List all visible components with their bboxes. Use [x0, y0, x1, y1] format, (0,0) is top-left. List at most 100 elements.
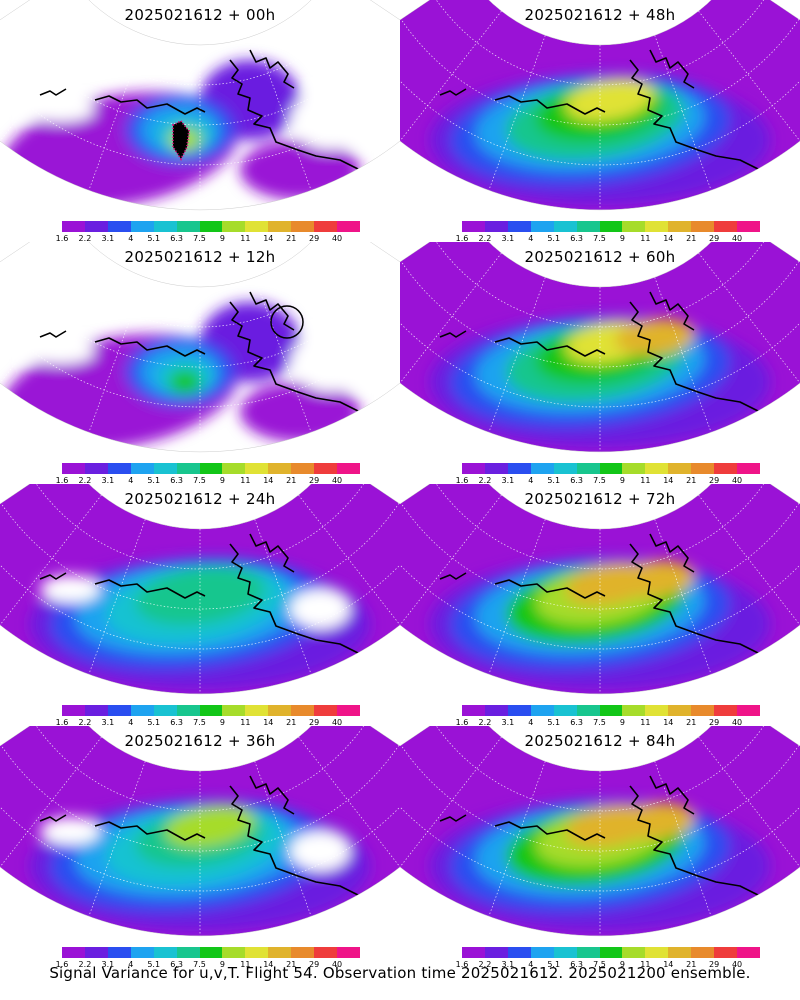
colorbar-swatch	[599, 221, 623, 232]
colorbar-swatch	[245, 705, 269, 716]
panel-title: 2025021612 + 60h	[524, 248, 676, 266]
colorbar-tick-label: 14	[263, 476, 274, 485]
colorbar-tick-label: 4	[528, 960, 534, 969]
colorbar-swatch	[130, 463, 154, 474]
colorbar	[462, 947, 760, 958]
colorbar-swatch	[576, 463, 600, 474]
colorbar-swatch	[737, 463, 760, 474]
colorbar-swatch	[645, 221, 669, 232]
colorbar-swatch	[314, 705, 338, 716]
colorbar-tick-label: 1.6	[455, 234, 469, 243]
colorbar-tick-label: 11	[640, 476, 651, 485]
colorbar-tick-label: 29	[309, 476, 320, 485]
figure-caption: Signal Variance for u,v,T. Flight 54. Ob…	[49, 964, 751, 982]
forecast-panel: 2025021612 + 72h 1.6 2.2 3.1 4 5.1 6.3 7.5 9 11 14…	[400, 484, 800, 729]
colorbar-swatch	[622, 705, 646, 716]
colorbar-tick-label: 9	[219, 718, 225, 727]
colorbar-swatch	[691, 705, 715, 716]
colorbar-swatch	[530, 947, 554, 958]
colorbar-swatch	[107, 221, 131, 232]
colorbar	[462, 705, 760, 716]
colorbar-tick-label: 21	[286, 718, 297, 727]
colorbar-tick-label: 21	[686, 476, 697, 485]
variance-map	[0, 0, 400, 211]
colorbar-tick-label: 1.6	[55, 718, 69, 727]
colorbar-tick-label: 21	[286, 476, 297, 485]
colorbar-tick-label: 21	[686, 234, 697, 243]
colorbar-swatch	[668, 705, 692, 716]
colorbar-tick-label: 9	[619, 960, 625, 969]
colorbar-swatch	[153, 947, 177, 958]
forecast-panel: 2025021612 + 84h 1.6 2.2 3.1 4 5.1 6.3 7.5 9 11 14…	[400, 726, 800, 971]
colorbar-tick-label: 7.5	[193, 234, 206, 243]
colorbar-swatch	[291, 463, 315, 474]
colorbar-tick-label: 29	[709, 960, 720, 969]
colorbar-tick-label: 6.3	[170, 234, 183, 243]
colorbar	[62, 947, 360, 958]
colorbar-tick-label: 40	[331, 718, 343, 727]
colorbar-ticks: 1.6 2.2 3.1 4 5.1 6.3 7.5 9 11 14 21 29 40	[56, 718, 360, 728]
colorbar-tick-label: 11	[240, 718, 251, 727]
colorbar-tick-label: 11	[640, 960, 651, 969]
colorbar-swatch	[84, 705, 108, 716]
colorbar	[62, 463, 360, 474]
colorbar-tick-label: 14	[663, 234, 674, 243]
colorbar-swatch	[576, 705, 600, 716]
colorbar-swatch	[530, 705, 554, 716]
colorbar-tick-label: 2.2	[478, 960, 492, 969]
colorbar-tick-label: 1.6	[55, 234, 69, 243]
colorbar-swatch	[714, 221, 738, 232]
colorbar-swatch	[62, 705, 85, 716]
colorbar-swatch	[484, 463, 508, 474]
panel-title: 2025021612 + 12h	[124, 248, 276, 266]
colorbar-tick-label: 2.2	[478, 718, 492, 727]
colorbar-swatch	[245, 221, 269, 232]
colorbar-swatch	[268, 463, 292, 474]
colorbar-swatch	[176, 463, 200, 474]
colorbar-tick-label: 3.1	[501, 718, 515, 727]
colorbar-swatch	[107, 463, 131, 474]
colorbar-tick-label: 5.1	[547, 234, 561, 243]
colorbar-tick-label: 9	[619, 476, 625, 485]
colorbar-swatch	[553, 463, 577, 474]
colorbar-tick-label: 7.5	[593, 234, 606, 243]
colorbar-tick-label: 1.6	[455, 960, 469, 969]
colorbar-tick-label: 4	[128, 960, 134, 969]
colorbar-swatch	[245, 947, 269, 958]
colorbar-swatch	[484, 947, 508, 958]
variance-map	[0, 242, 400, 453]
colorbar-tick-label: 21	[286, 960, 297, 969]
colorbar-tick-label: 21	[286, 234, 297, 243]
colorbar-tick-label: 29	[709, 476, 720, 485]
colorbar-swatch	[714, 947, 738, 958]
colorbar-tick-label: 14	[663, 960, 674, 969]
variance-map	[400, 242, 800, 453]
colorbar-tick-label: 3.1	[101, 234, 115, 243]
colorbar-tick-label: 14	[663, 718, 674, 727]
colorbar-tick-label: 2.2	[478, 234, 492, 243]
colorbar-swatch	[291, 947, 315, 958]
colorbar-swatch	[599, 705, 623, 716]
colorbar-tick-label: 29	[709, 718, 720, 727]
colorbar-swatch	[291, 705, 315, 716]
colorbar-swatch	[222, 221, 246, 232]
colorbar-swatch	[268, 705, 292, 716]
colorbar	[62, 705, 360, 716]
colorbar-tick-label: 4	[128, 718, 134, 727]
colorbar-tick-label: 21	[686, 718, 697, 727]
colorbar-tick-label: 7.5	[593, 476, 606, 485]
colorbar-tick-label: 1.6	[455, 476, 469, 485]
variance-map	[400, 726, 800, 937]
colorbar-tick-label: 21	[686, 960, 697, 969]
colorbar-swatch	[199, 221, 223, 232]
panel-title: 2025021612 + 72h	[524, 490, 676, 508]
colorbar-swatch	[599, 947, 623, 958]
colorbar-swatch	[507, 463, 531, 474]
colorbar-tick-label: 5.1	[547, 960, 561, 969]
colorbar-tick-label: 40	[731, 960, 743, 969]
colorbar-swatch	[130, 947, 154, 958]
colorbar-swatch	[462, 705, 485, 716]
colorbar	[462, 463, 760, 474]
colorbar-swatch	[130, 221, 154, 232]
colorbar-swatch	[507, 705, 531, 716]
